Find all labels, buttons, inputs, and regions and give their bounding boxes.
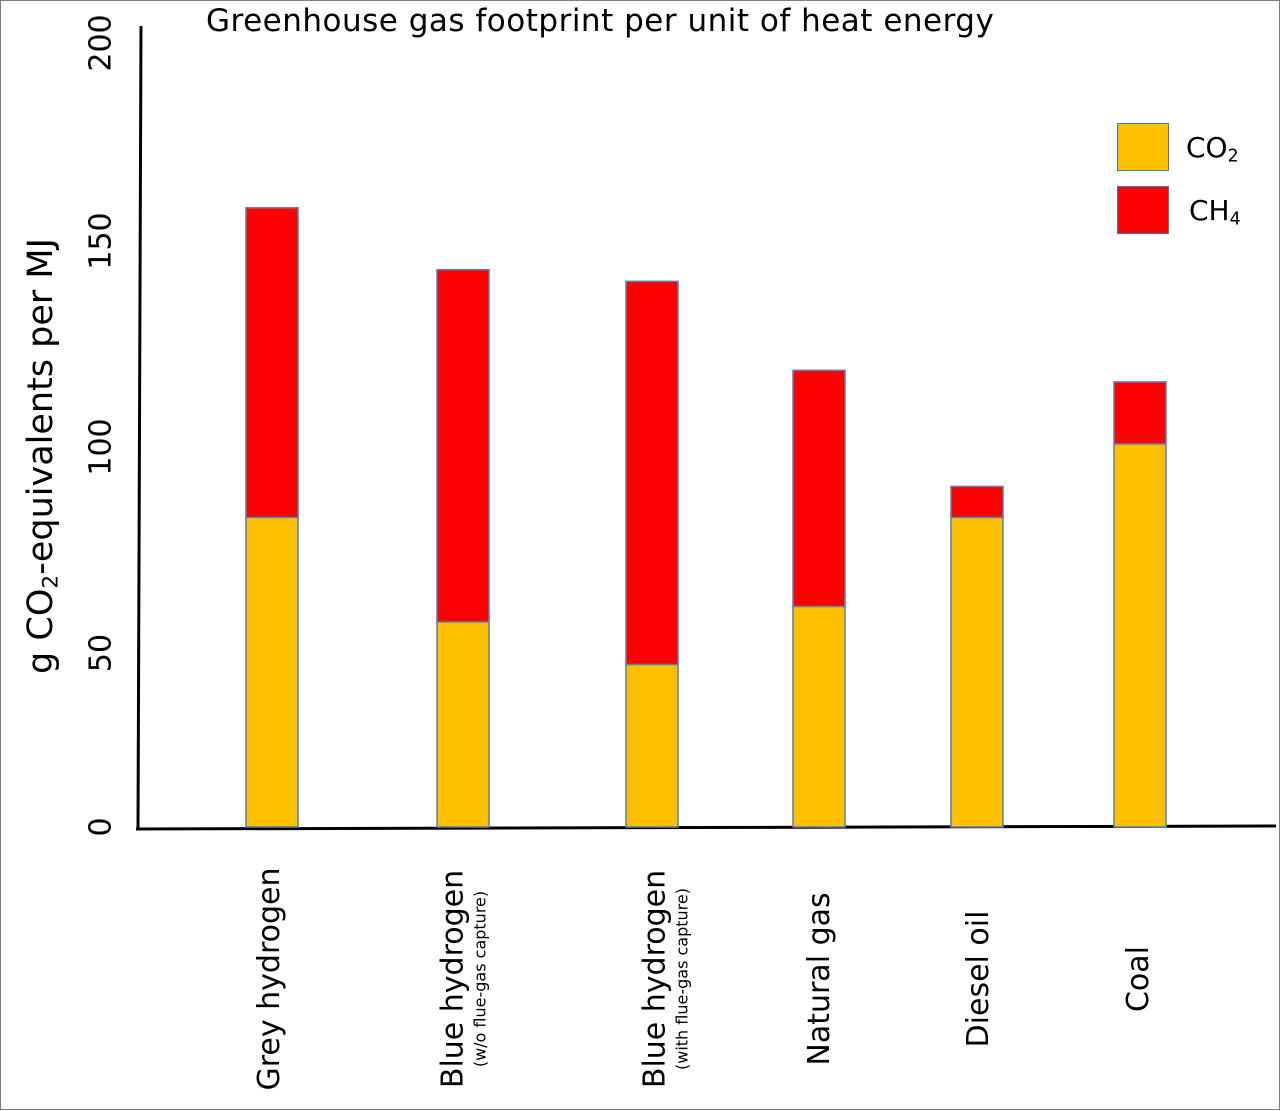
bar-co2-segment [625, 663, 679, 828]
x-category-label: Coal [1120, 945, 1158, 1013]
y-axis-label: g CO2-equivalents per MJ [21, 238, 64, 674]
y-tick-label: 200 [83, 14, 119, 72]
bar-ch4-segment [792, 369, 846, 608]
x-category-label: Natural gas [801, 892, 839, 1066]
bar-ch4-segment [436, 268, 490, 623]
x-category-label-main: Blue hydrogen [637, 869, 673, 1089]
bar-ch4-segment [1113, 381, 1167, 445]
x-category-label: Blue hydrogen (with flue-gas capture) [637, 869, 691, 1089]
bars-group [245, 207, 1167, 828]
y-tick-label: 150 [83, 212, 119, 270]
bar-ch4-segment [245, 207, 299, 519]
y-tick-label: 100 [83, 418, 119, 476]
x-category-label: Blue hydrogen (w/o flue-gas capture) [435, 869, 489, 1089]
bar-co2-segment [792, 605, 846, 828]
x-category-label-main: Natural gas [801, 892, 837, 1066]
x-category-label-sub: (w/o flue-gas capture) [469, 890, 489, 1068]
bar-co2-segment [436, 621, 490, 828]
legend-label-co2: CO2 [1186, 131, 1239, 167]
y-tick-label: 0 [83, 817, 119, 837]
y-axis-label-main: g CO [21, 588, 61, 674]
x-category-label-main: Coal [1120, 945, 1156, 1013]
x-category-label-main: Blue hydrogen [435, 869, 471, 1089]
y-tick-label: 50 [83, 633, 119, 673]
x-category-label-main: Diesel oil [960, 910, 996, 1048]
y-axis-label-rest: -equivalents per MJ [21, 238, 61, 575]
x-category-label: Diesel oil [960, 910, 998, 1048]
legend-swatch-co2 [1117, 123, 1169, 171]
legend-swatch-ch4 [1117, 186, 1169, 234]
bar-ch4-segment [625, 280, 679, 666]
legend-label-ch4: CH4 [1189, 194, 1241, 230]
x-category-label-main: Grey hydrogen [251, 867, 287, 1091]
bar-co2-segment [1113, 443, 1167, 828]
bar-co2-segment [245, 516, 299, 828]
x-category-label-sub: (with flue-gas capture) [671, 888, 691, 1070]
x-axis-line [135, 824, 1277, 831]
bar-co2-segment [950, 516, 1004, 828]
chart-title: Greenhouse gas footprint per unit of hea… [206, 3, 995, 39]
y-axis-line [136, 25, 143, 830]
y-axis-label-subscript: 2 [38, 574, 64, 589]
bar-ch4-segment [950, 485, 1004, 519]
x-category-label: Grey hydrogen [251, 867, 289, 1091]
